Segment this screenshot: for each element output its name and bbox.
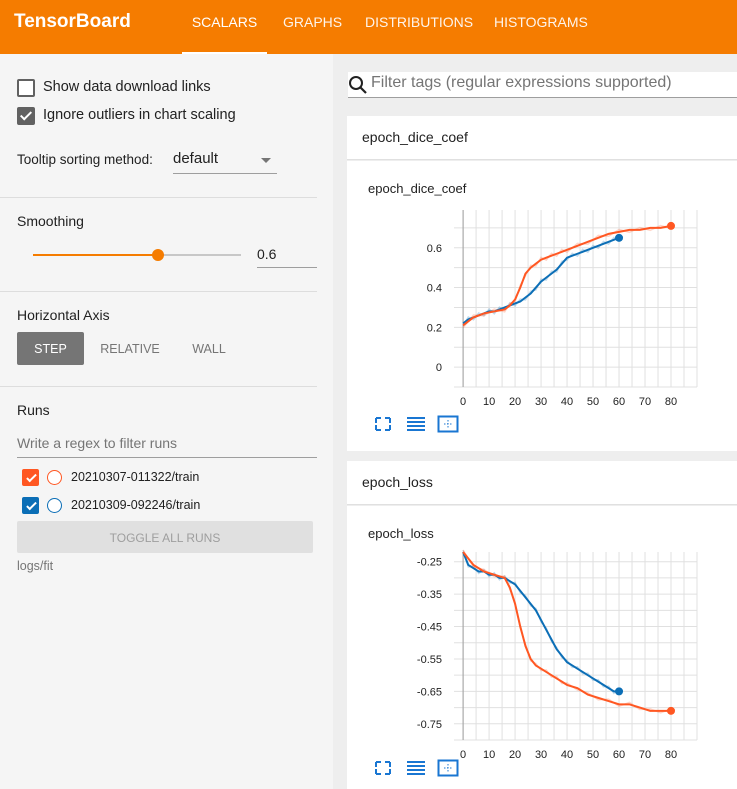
fullscreen-icon[interactable]	[372, 414, 394, 434]
tooltip-sorting-value: default	[173, 150, 219, 167]
x-tick-label: 30	[535, 396, 547, 408]
x-tick-label: 60	[613, 396, 625, 408]
x-tick-label: 70	[639, 749, 651, 761]
series-line	[462, 551, 672, 712]
y-tick-label: -0.45	[417, 622, 442, 634]
category-title: epoch_dice_coef	[362, 129, 468, 145]
smoothing-title: Smoothing	[17, 213, 84, 229]
lines-icon[interactable]	[405, 414, 427, 434]
fit-domain-icon[interactable]	[437, 758, 459, 778]
series-end-point	[667, 706, 676, 715]
smoothing-slider-thumb[interactable]	[151, 249, 164, 261]
smoothing-slider[interactable]	[33, 249, 241, 261]
x-tick-label: 20	[509, 396, 521, 408]
y-tick-label: -0.35	[417, 589, 442, 601]
loss-chart[interactable]: -0.25 -0.35 -0.45 -0.55 -0.65 -0.75 0 10 20 30 40 5…	[347, 546, 737, 789]
checkmark-icon	[19, 108, 33, 121]
x-tick-label: 80	[665, 396, 677, 408]
run-name: 20210309-092246/train	[71, 498, 201, 512]
x-tick-label: 60	[613, 749, 625, 761]
y-tick-label: -0.65	[417, 686, 442, 698]
category-header-dice-coef[interactable]: epoch_dice_coef	[347, 116, 737, 160]
x-tick-label: 0	[460, 749, 466, 761]
category-title: epoch_loss	[362, 474, 433, 490]
dice-coef-chart[interactable]: 0 0.2 0.4 0.6 0 10 20 30 40 50 60 70 80	[347, 201, 737, 451]
series-line	[462, 224, 672, 327]
run-name: 20210307-011322/train	[71, 470, 200, 484]
horizontal-axis-title: Horizontal Axis	[17, 307, 110, 323]
series-raw-line	[462, 236, 620, 327]
run-color-circle	[47, 498, 62, 513]
x-tick-label: 30	[535, 749, 547, 761]
x-tick-label: 50	[587, 749, 599, 761]
checkmark-icon	[26, 471, 37, 483]
run-checkbox[interactable]	[22, 497, 39, 514]
x-tick-label: 20	[509, 749, 521, 761]
log-directory: logs/fit	[17, 559, 54, 573]
runs-title: Runs	[17, 402, 50, 418]
runs-filter-input[interactable]: Write a regex to filter runs	[17, 432, 317, 458]
axis-step-button[interactable]: STEP	[17, 332, 84, 365]
x-tick-label: 80	[665, 749, 677, 761]
x-tick-label: 0	[460, 396, 466, 408]
y-tick-label: -0.75	[417, 719, 442, 731]
series-end-point	[667, 221, 676, 230]
x-tick-label: 70	[639, 396, 651, 408]
axis-wall-button[interactable]: WALL	[192, 342, 226, 356]
y-tick-label: 0.2	[427, 322, 442, 334]
smoothing-slider-fill	[33, 254, 158, 256]
search-icon	[349, 76, 367, 94]
x-tick-label: 10	[483, 396, 495, 408]
series-line	[462, 551, 620, 693]
dropdown-arrow-icon	[261, 158, 271, 163]
chart-card-dice-coef: epoch_dice_coef 0 0.2 0.4 0.6 0 10 20 30 40 50 60 7…	[347, 161, 737, 451]
fullscreen-icon[interactable]	[372, 758, 394, 778]
series-end-point	[615, 687, 624, 696]
top-app-bar: TensorBoard SCALARS GRAPHS DISTRIBUTIONS…	[0, 0, 737, 54]
x-tick-label: 40	[561, 396, 573, 408]
y-tick-label: 0	[436, 362, 442, 374]
ignore-outliers-label: Ignore outliers in chart scaling	[43, 107, 236, 123]
smoothing-input[interactable]: 0.6	[257, 240, 317, 268]
x-tick-label: 40	[561, 749, 573, 761]
series-end-point	[615, 233, 624, 242]
y-tick-label: 0.4	[427, 283, 442, 295]
y-tick-label: -0.55	[417, 654, 442, 666]
x-tick-label: 50	[587, 396, 599, 408]
ignore-outliers-checkbox[interactable]	[17, 107, 35, 125]
x-tick-label: 10	[483, 749, 495, 761]
category-header-loss[interactable]: epoch_loss	[347, 461, 737, 505]
checkmark-icon	[26, 499, 37, 511]
tab-distributions[interactable]: DISTRIBUTIONS	[365, 14, 474, 30]
chart-title: epoch_dice_coef	[368, 181, 467, 196]
divider	[0, 197, 317, 198]
sidebar: Show data download links Ignore outliers…	[0, 54, 333, 789]
app-title: TensorBoard	[14, 11, 131, 32]
tag-filter[interactable]: Filter tags (regular expressions support…	[348, 72, 737, 98]
toggle-all-runs-button[interactable]: TOGGLE ALL RUNS	[17, 521, 313, 553]
lines-icon[interactable]	[405, 758, 427, 778]
tooltip-sorting-select[interactable]: default	[173, 150, 277, 174]
chart-title: epoch_loss	[368, 526, 434, 541]
main-panel: Filter tags (regular expressions support…	[333, 54, 737, 789]
run-checkbox[interactable]	[22, 469, 39, 486]
tab-graphs[interactable]: GRAPHS	[283, 14, 343, 30]
show-download-links-checkbox[interactable]	[17, 79, 35, 97]
divider	[0, 291, 317, 292]
tag-filter-input[interactable]: Filter tags (regular expressions support…	[371, 74, 672, 91]
y-tick-label: -0.25	[417, 557, 442, 569]
show-download-links-label: Show data download links	[43, 79, 211, 95]
axis-relative-button[interactable]: RELATIVE	[100, 342, 160, 356]
run-color-circle	[47, 470, 62, 485]
tab-histograms[interactable]: HISTOGRAMS	[494, 14, 588, 30]
divider	[0, 386, 317, 387]
y-tick-label: 0.6	[427, 243, 442, 255]
chart-card-loss: epoch_loss -0.25 -0.35 -0.45 -0.55 -0.65 -0.7…	[347, 506, 737, 789]
fit-domain-icon[interactable]	[437, 414, 459, 434]
tooltip-sorting-label: Tooltip sorting method:	[17, 152, 153, 167]
tab-scalars[interactable]: SCALARS	[182, 0, 267, 54]
